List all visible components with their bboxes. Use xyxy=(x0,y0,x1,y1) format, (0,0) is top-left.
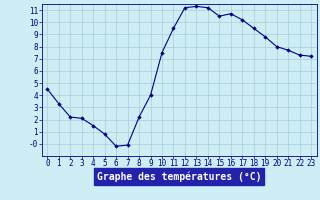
X-axis label: Graphe des températures (°C): Graphe des températures (°C) xyxy=(97,171,261,182)
